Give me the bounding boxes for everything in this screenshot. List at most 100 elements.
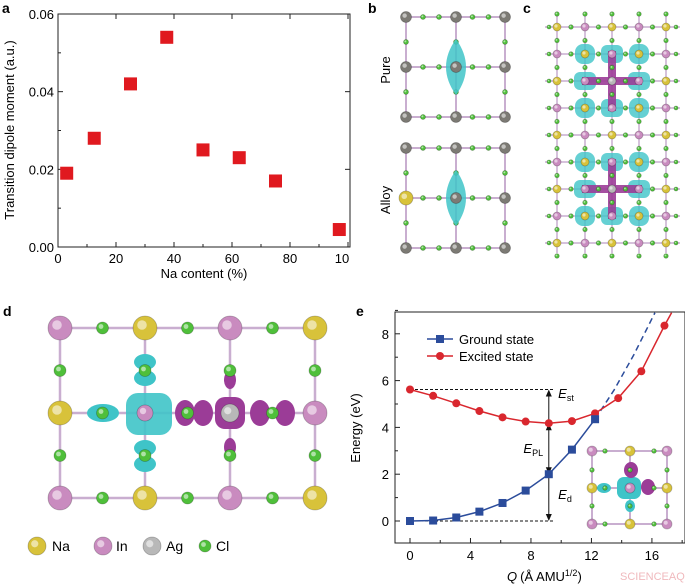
x-tick-label-a: 60 bbox=[225, 251, 239, 266]
in-atom-highlight bbox=[452, 144, 457, 149]
cl-atom-highlight bbox=[268, 409, 274, 414]
cl-atom-highlight bbox=[569, 106, 572, 109]
in-atom-highlight bbox=[554, 51, 558, 55]
legend-swatch-in-highlight bbox=[97, 540, 105, 548]
cl-atom-highlight bbox=[583, 66, 586, 68]
energy-annotation-d: Ed bbox=[558, 487, 572, 504]
structure-c bbox=[545, 11, 680, 259]
isosurface-cyan bbox=[134, 456, 156, 472]
cl-atom-highlight bbox=[610, 254, 613, 257]
x-tick-label-e: 4 bbox=[467, 548, 474, 563]
cl-atom-highlight bbox=[555, 12, 558, 15]
cl-atom-highlight bbox=[665, 504, 668, 507]
cl-atom-highlight bbox=[470, 15, 473, 18]
excited-state-point bbox=[567, 417, 576, 426]
na-atom-highlight bbox=[609, 240, 613, 244]
cl-atom-highlight bbox=[664, 93, 667, 95]
legend-marker-circle bbox=[436, 352, 444, 360]
excited-state-point bbox=[544, 419, 553, 428]
in-atom-highlight bbox=[609, 51, 613, 55]
cl-atom-highlight bbox=[651, 79, 653, 82]
cl-atom-highlight bbox=[610, 120, 613, 122]
cl-atom-highlight bbox=[652, 449, 655, 452]
x-tick-label-a: 0 bbox=[54, 251, 61, 266]
cl-atom-highlight bbox=[421, 65, 424, 68]
cl-atom-highlight bbox=[597, 25, 599, 28]
x-tick-label-a: 20 bbox=[109, 251, 123, 266]
cl-atom-highlight bbox=[486, 246, 489, 249]
na-atom-highlight bbox=[554, 186, 558, 190]
cl-atom-highlight bbox=[583, 201, 586, 203]
cl-atom-highlight bbox=[555, 174, 558, 176]
energy-annotation-pl: EPL bbox=[523, 441, 543, 458]
in-atom-highlight bbox=[402, 63, 407, 68]
in-atom-highlight bbox=[626, 484, 631, 489]
panel-label-e: e bbox=[356, 303, 364, 319]
energy-annotation-st: Est bbox=[558, 386, 574, 403]
cl-atom-highlight bbox=[637, 228, 640, 230]
cl-atom-highlight bbox=[664, 12, 667, 15]
cl-atom-highlight bbox=[597, 52, 599, 55]
x-tick-label-a: 80 bbox=[283, 251, 297, 266]
cl-atom-highlight bbox=[555, 147, 558, 149]
cl-atom-highlight bbox=[404, 40, 407, 43]
cl-atom-highlight bbox=[404, 171, 407, 174]
isosurface-purple bbox=[250, 400, 270, 426]
na-atom-highlight bbox=[636, 105, 640, 109]
cl-atom-highlight bbox=[421, 146, 424, 149]
legend-swatch-ag-highlight bbox=[146, 540, 154, 548]
cl-atom-highlight bbox=[569, 52, 572, 55]
cl-atom-highlight bbox=[651, 25, 653, 28]
alloy-label: Alloy bbox=[378, 185, 393, 214]
in-atom-highlight bbox=[139, 407, 147, 415]
in-atom-highlight bbox=[554, 159, 558, 163]
cl-atom-highlight bbox=[547, 79, 550, 82]
excited-state-point bbox=[637, 367, 646, 376]
ground-state-point bbox=[567, 445, 576, 454]
cl-atom-highlight bbox=[597, 106, 599, 109]
plot-frame-a bbox=[57, 13, 351, 248]
cl-atom-highlight bbox=[637, 66, 640, 68]
cl-atom-highlight bbox=[486, 65, 489, 68]
x-axis-exp: 1/2 bbox=[565, 568, 578, 578]
na-atom-highlight bbox=[137, 320, 147, 330]
cl-atom-highlight bbox=[610, 174, 613, 176]
cl-atom-highlight bbox=[404, 90, 407, 93]
cl-atom-highlight bbox=[583, 254, 586, 257]
cl-atom-highlight bbox=[421, 115, 424, 118]
cl-atom-highlight bbox=[624, 214, 626, 217]
in-atom-highlight bbox=[663, 159, 667, 163]
legend-marker-square bbox=[436, 335, 444, 343]
panel-label-b: b bbox=[368, 0, 377, 16]
y-tick-label-e: 0 bbox=[382, 514, 389, 529]
pure-label: Pure bbox=[378, 56, 393, 83]
structure-d bbox=[47, 315, 328, 511]
na-atom-highlight bbox=[307, 320, 317, 330]
in-atom-highlight bbox=[609, 159, 613, 163]
cl-atom-highlight bbox=[664, 174, 667, 176]
cl-atom-highlight bbox=[141, 366, 146, 372]
cl-atom-highlight bbox=[183, 409, 189, 414]
y-axis-label-e: Energy (eV) bbox=[348, 393, 363, 462]
cl-atom-highlight bbox=[674, 133, 677, 136]
ground-state-point bbox=[406, 517, 414, 525]
cl-atom-highlight bbox=[590, 504, 593, 507]
cl-atom-highlight bbox=[268, 324, 274, 329]
na-atom-highlight bbox=[554, 24, 558, 28]
cl-atom-highlight bbox=[569, 133, 572, 136]
in-atom-highlight bbox=[636, 186, 640, 190]
in-atom-highlight bbox=[52, 320, 62, 330]
cl-atom-highlight bbox=[674, 52, 677, 55]
na-atom-highlight bbox=[663, 484, 668, 489]
cl-atom-highlight bbox=[624, 106, 626, 109]
cl-atom-highlight bbox=[637, 147, 640, 149]
in-atom-highlight bbox=[554, 213, 558, 217]
ground-state-point bbox=[452, 513, 461, 522]
cl-atom-highlight bbox=[651, 187, 653, 190]
cl-atom-highlight bbox=[311, 451, 316, 457]
cl-atom-highlight bbox=[664, 254, 667, 257]
legend-label-cl: Cl bbox=[216, 538, 229, 554]
ground-state-point bbox=[498, 498, 507, 507]
na-atom-highlight bbox=[582, 51, 586, 55]
legend-label-in: In bbox=[116, 538, 128, 554]
